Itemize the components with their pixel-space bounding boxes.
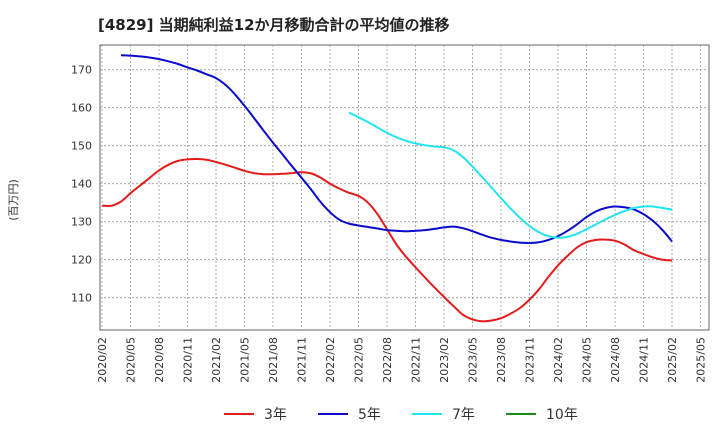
- x-tick-label: 2023/02: [438, 337, 451, 383]
- x-tick-label: 2021/05: [239, 337, 252, 383]
- y-gridlines: [100, 69, 709, 299]
- x-tick-label: 2022/02: [324, 337, 337, 383]
- x-tick-label: 2023/05: [467, 337, 480, 383]
- x-axis-ticks: 2020/02 2020/05 2020/08 2020/11 2021/02 2021/…: [96, 337, 708, 383]
- legend-label-3年: 3年: [264, 407, 287, 423]
- x-tick-label: 2024/05: [581, 337, 594, 383]
- y-tick-label: 120: [71, 254, 92, 267]
- series-line-5年: [120, 54, 673, 244]
- x-tick-label: 2021/08: [267, 337, 280, 383]
- series-layer: [101, 54, 673, 323]
- x-tick-label: 2022/05: [353, 337, 366, 383]
- x-tick-label: 2024/11: [638, 337, 651, 383]
- x-tick-label: 2024/08: [609, 337, 622, 383]
- plot-area: [99, 44, 710, 331]
- x-tick-label: 2025/02: [666, 337, 679, 383]
- chart-title: [4829] 当期純利益12か月移動合計の平均値の推移: [98, 16, 450, 34]
- x-tick-label: 2020/02: [96, 337, 109, 383]
- x-tick-label: 2021/11: [296, 337, 309, 383]
- y-tick-label: 130: [71, 216, 92, 229]
- x-tick-label: 2023/08: [495, 337, 508, 383]
- x-tick-label: 2025/05: [695, 337, 708, 383]
- series-line-7年: [348, 111, 673, 239]
- legend-label-10年: 10年: [546, 407, 578, 423]
- legend-label-5年: 5年: [358, 407, 381, 423]
- y-tick-label: 140: [71, 178, 92, 191]
- y-tick-label: 160: [71, 102, 92, 115]
- x-tick-label: 2020/05: [125, 337, 138, 383]
- x-tick-label: 2023/11: [524, 337, 537, 383]
- y-tick-label: 170: [71, 64, 92, 77]
- x-tick-label: 2022/08: [381, 337, 394, 383]
- x-tick-label: 2024/02: [552, 337, 565, 383]
- legend-label-7年: 7年: [452, 407, 475, 423]
- y-axis-label: (百万円): [7, 179, 20, 221]
- x-tick-label: 2021/02: [210, 337, 223, 383]
- x-tick-label: 2020/08: [153, 337, 166, 383]
- y-tick-label: 110: [71, 292, 92, 305]
- y-tick-label: 150: [71, 140, 92, 153]
- legend: 3年 5年 7年 10年: [224, 407, 578, 423]
- x-tick-label: 2022/11: [410, 337, 423, 383]
- x-gridlines: [101, 45, 701, 330]
- x-tick-label: 2020/11: [182, 337, 195, 383]
- y-axis-ticks: 110 120 130 140 150 160 170: [71, 64, 92, 305]
